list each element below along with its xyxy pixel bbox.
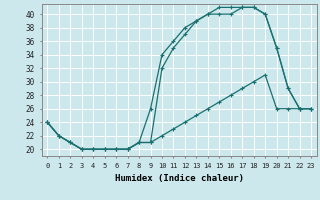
X-axis label: Humidex (Indice chaleur): Humidex (Indice chaleur) xyxy=(115,174,244,184)
